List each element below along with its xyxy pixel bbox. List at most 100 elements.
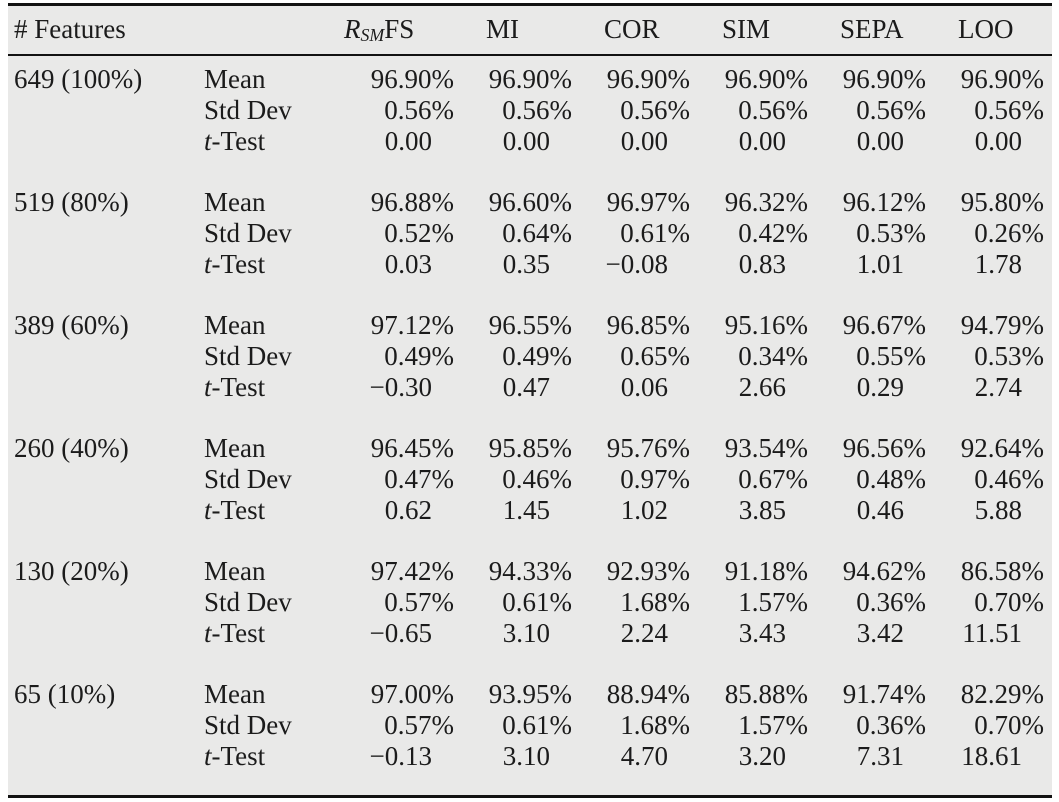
value-cell: 95.85% [488,433,572,463]
value-cell: 85.88% [724,679,808,709]
column-header-sepa: SEPA [840,14,904,44]
value-cell: 0.29 [856,372,904,402]
value-cell: 0.03 [384,249,432,279]
value-cell: 96.85% [606,310,690,340]
table-row: t-Test 0.62 1.45 1.02 3.85 0.46 5.88 [14,495,1044,526]
value-cell: 0.00 [856,126,904,156]
stat-label: Std Dev [204,95,292,125]
value-cell: 96.12% [842,187,926,217]
stat-label: t-Test [204,495,266,525]
stat-label: t-Test [204,126,266,156]
value-cell: 0.56% [502,95,572,125]
stat-label: t-Test [204,741,266,771]
value-cell: 0.48% [856,464,926,494]
table-row: t-Test −0.30 0.47 0.06 2.66 0.29 2.74 [14,372,1044,403]
column-header-mi: MI [486,14,519,44]
table-row: Std Dev 0.56% 0.56% 0.56% 0.56% 0.56% 0.56% [14,95,1044,126]
value-cell: 0.00 [738,126,786,156]
value-cell: 95.76% [606,433,690,463]
results-table: # Features RSMFS MI COR SIM SEPA LOO 649… [8,3,1052,798]
value-cell: 0.00 [502,126,550,156]
value-cell: 97.00% [370,679,454,709]
table-row: Std Dev 0.57% 0.61% 1.68% 1.57% 0.36% 0.70% [14,587,1044,618]
value-cell: 3.43 [738,618,786,648]
feature-count-label: 519 (80%) [14,187,129,217]
value-cell: 0.35 [502,249,550,279]
column-header-sim: SIM [722,14,771,44]
value-cell: −0.65 [369,618,432,648]
table-row: Std Dev 0.52% 0.64% 0.61% 0.42% 0.53% 0.26% [14,218,1044,249]
value-cell: 1.57% [738,587,808,617]
value-cell: 0.83 [738,249,786,279]
stat-label: t-Test [204,372,266,402]
value-cell: 0.70% [974,710,1044,740]
value-cell: 0.26% [974,218,1044,248]
value-cell: 0.56% [974,95,1044,125]
value-cell: 93.95% [488,679,572,709]
value-cell: 0.46 [856,495,904,525]
value-cell: 1.68% [620,710,690,740]
stat-label: Mean [204,310,266,340]
stat-label: Mean [204,64,266,94]
column-header-loo: LOO [958,14,1014,44]
value-cell: 92.93% [606,556,690,586]
table-header-row: # Features RSMFS MI COR SIM SEPA LOO [8,6,1052,56]
value-cell: 96.88% [370,187,454,217]
feature-block: 649 (100%) Mean 96.90% 96.90% 96.90% 96.90% 96… [14,64,1044,157]
table-row: t-Test −0.65 3.10 2.24 3.43 3.42 11.51 [14,618,1044,649]
value-cell: 18.61 [961,741,1022,771]
value-cell: 11.51 [962,618,1022,648]
table-row: 389 (60%) Mean 97.12% 96.55% 96.85% 95.16% 96.… [14,310,1044,341]
table-row: t-Test 0.03 0.35 −0.08 0.83 1.01 1.78 [14,249,1044,280]
feature-count-label: 389 (60%) [14,310,129,340]
value-cell: 1.57% [738,710,808,740]
value-cell: −0.30 [369,372,432,402]
table-row: 519 (80%) Mean 96.88% 96.60% 96.97% 96.32% 96.… [14,187,1044,218]
value-cell: 3.85 [738,495,786,525]
stat-label: Mean [204,556,266,586]
value-cell: 0.56% [856,95,926,125]
value-cell: 0.64% [502,218,572,248]
column-header-rsmfs: RSMFS [336,14,454,45]
table-row: 130 (20%) Mean 97.42% 94.33% 92.93% 91.18% 94.… [14,556,1044,587]
value-cell: 3.10 [502,618,550,648]
value-cell: 0.65% [620,341,690,371]
table-row: 649 (100%) Mean 96.90% 96.90% 96.90% 96.90% 96… [14,64,1044,95]
feature-count-label: 649 (100%) [14,64,143,94]
stat-label: Std Dev [204,587,292,617]
value-cell: 96.32% [724,187,808,217]
value-cell: 0.53% [974,341,1044,371]
value-cell: 91.74% [842,679,926,709]
stat-label: Std Dev [204,464,292,494]
stat-label: Std Dev [204,218,292,248]
value-cell: 95.16% [724,310,808,340]
value-cell: 96.45% [370,433,454,463]
value-cell: −0.08 [605,249,668,279]
value-cell: 0.47 [502,372,550,402]
value-cell: 96.90% [488,64,572,94]
stat-label: Mean [204,679,266,709]
value-cell: 94.62% [842,556,926,586]
value-cell: 0.34% [738,341,808,371]
value-cell: 96.67% [842,310,926,340]
feature-block: 130 (20%) Mean 97.42% 94.33% 92.93% 91.18% 94.… [14,556,1044,649]
value-cell: 96.97% [606,187,690,217]
feature-count-label: 260 (40%) [14,433,129,463]
value-cell: 1.78 [974,249,1022,279]
value-cell: 0.55% [856,341,926,371]
value-cell: 91.18% [724,556,808,586]
value-cell: 0.61% [620,218,690,248]
value-cell: 0.36% [856,587,926,617]
value-cell: 0.46% [502,464,572,494]
value-cell: 0.06 [620,372,668,402]
value-cell: 96.55% [488,310,572,340]
value-cell: 1.02 [620,495,668,525]
feature-block: 260 (40%) Mean 96.45% 95.85% 95.76% 93.54% 96.… [14,433,1044,526]
value-cell: 0.53% [856,218,926,248]
table-row: Std Dev 0.57% 0.61% 1.68% 1.57% 0.36% 0.70% [14,710,1044,741]
stat-label: Std Dev [204,341,292,371]
stat-label: t-Test [204,618,266,648]
table-row: t-Test −0.13 3.10 4.70 3.20 7.31 18.61 [14,741,1044,772]
method-subscript: SM [360,25,385,46]
value-cell: 92.64% [960,433,1044,463]
